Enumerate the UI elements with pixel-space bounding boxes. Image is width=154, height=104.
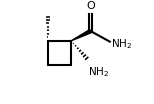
Text: NH$_2$: NH$_2$	[111, 37, 132, 51]
Text: NH$_2$: NH$_2$	[88, 65, 109, 79]
Polygon shape	[71, 30, 91, 41]
Text: O: O	[86, 1, 95, 11]
